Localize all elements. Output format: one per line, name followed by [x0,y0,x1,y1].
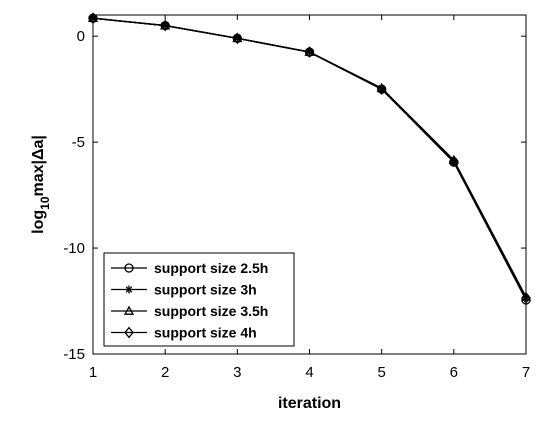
data-point-diamond [304,46,315,58]
y-axis-title-log: log [30,210,47,234]
x-tick-label: 6 [450,364,458,381]
data-point-asterisk [125,285,133,294]
y-tick-label: -15 [63,346,85,363]
y-axis-title: log10max|Δa| [30,135,52,234]
legend-item: support size 2.5h [111,260,268,276]
x-tick-label: 1 [89,364,97,381]
x-axis-title: iteration [278,395,341,412]
legend-item: support size 3h [111,282,257,298]
y-tick-label: -5 [72,134,85,151]
legend: support size 2.5h support size 3h support … [103,252,295,347]
data-point-diamond [448,155,459,168]
data-point-triangle [123,305,135,315]
legend-label: support size 3h [154,282,257,298]
x-tick-label: 3 [233,364,241,381]
x-tick-label: 7 [522,364,530,381]
legend-label: support size 2.5h [154,260,268,276]
y-axis-title-subscript: 10 [38,196,52,210]
x-tick-label: 5 [377,364,385,381]
x-tick-label: 2 [161,364,169,381]
data-point-diamond [124,326,134,339]
data-point-diamond [160,19,171,32]
y-axis-title-quantity: max|Δa| [30,135,47,196]
legend-label: support size 4h [154,325,257,341]
x-axis: 1 2 3 4 5 6 7 [89,15,530,381]
legend-item: support size 3.5h [111,303,268,319]
y-axis: 0 -5 -10 -15 [63,28,526,363]
y-tick-label: -10 [63,240,85,257]
data-point-circle [124,263,134,273]
y-tick-label: 0 [77,28,85,45]
data-point-diamond [232,32,243,45]
legend-label: support size 3.5h [154,303,268,319]
data-point-diamond [376,83,387,95]
x-tick-label: 4 [305,364,313,381]
series-line [92,17,527,299]
legend-item: support size 4h [111,325,257,341]
